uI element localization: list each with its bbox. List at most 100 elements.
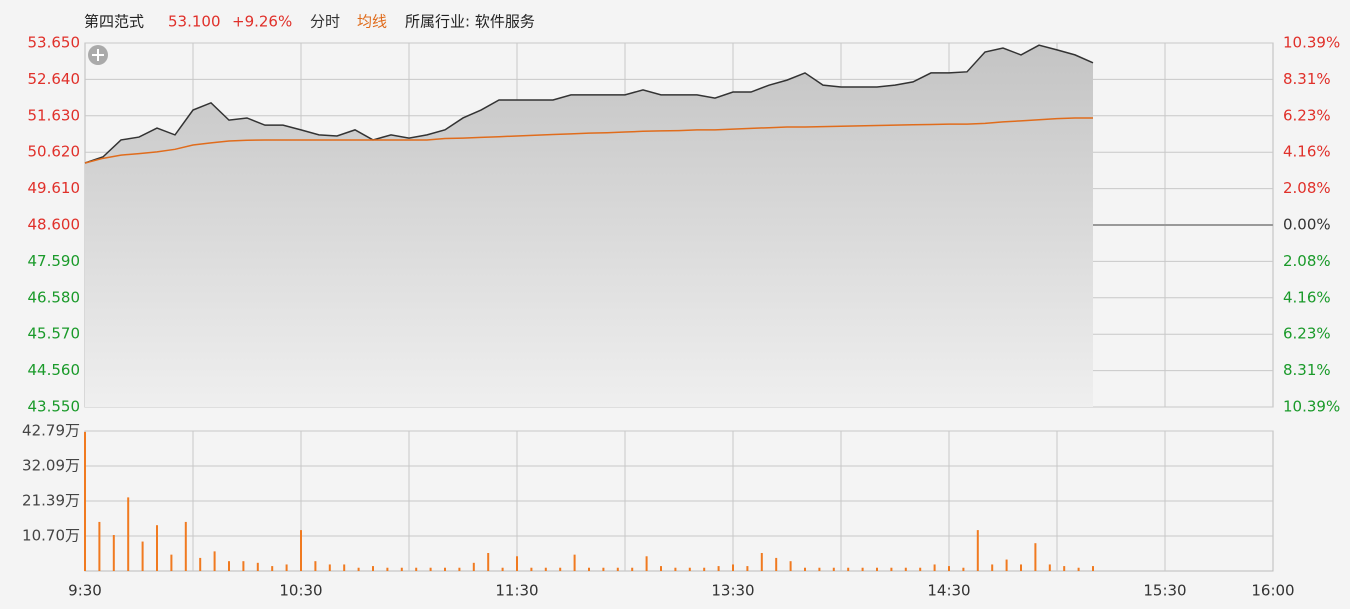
volume-bar — [804, 567, 806, 571]
y2-tick-label: 6.23% — [1283, 106, 1331, 124]
x-tick-label: 14:30 — [927, 582, 970, 600]
volume-bar — [156, 525, 158, 571]
volume-bar — [976, 530, 979, 571]
volume-bar — [962, 567, 965, 571]
volume-bar — [919, 567, 922, 571]
volume-bar — [415, 567, 418, 571]
y-tick-label: 47.590 — [28, 252, 81, 270]
x-tick-label: 10:30 — [279, 582, 322, 600]
volume-bar — [876, 567, 878, 571]
y2-tick-label: 10.39% — [1283, 34, 1340, 52]
volume-bar — [98, 521, 101, 571]
y2-tick-label: 8.31% — [1283, 361, 1331, 379]
volume-bar — [789, 561, 792, 571]
volume-bar — [559, 567, 562, 571]
volume-bar — [602, 567, 605, 571]
volume-bar — [760, 553, 763, 571]
y-tick-label: 45.570 — [28, 325, 81, 343]
volume-bar — [84, 431, 86, 571]
y-tick-label: 44.560 — [28, 361, 81, 379]
volume-bar — [170, 554, 173, 571]
volume-bar — [372, 566, 374, 571]
y-tick-label: 49.610 — [28, 179, 81, 197]
volume-bar — [530, 567, 533, 571]
volume-bar — [933, 564, 936, 571]
volume-bar — [228, 561, 230, 571]
y-tick-label: 43.550 — [28, 398, 81, 416]
volume-bar — [1048, 564, 1051, 571]
volume-bar — [444, 567, 446, 571]
volume-bar — [1005, 559, 1008, 571]
stock-name: 第四范式 — [84, 13, 144, 31]
y2-tick-label: 8.31% — [1283, 70, 1331, 88]
volume-bar — [674, 567, 677, 571]
volume-bar — [1034, 543, 1037, 571]
volume-bar — [127, 497, 130, 571]
y2-tick-label: 4.16% — [1283, 143, 1331, 161]
y2-tick-label: 2.08% — [1283, 252, 1331, 270]
volume-bar — [688, 567, 691, 571]
price-area — [85, 45, 1093, 407]
y-tick-label: 42.79万 — [22, 422, 80, 440]
y-tick-label: 53.650 — [28, 34, 81, 52]
y2-tick-label: 0.00% — [1283, 216, 1331, 234]
x-tick-label: 15:30 — [1143, 582, 1186, 600]
volume-bar — [472, 562, 475, 571]
x-tick-label: 11:30 — [495, 582, 538, 600]
volume-bar — [818, 567, 821, 571]
volume-bar — [573, 554, 576, 571]
volume-bar — [775, 557, 778, 571]
y-tick-label: 10.70万 — [22, 526, 80, 544]
volume-bar — [487, 553, 490, 571]
average-line — [84, 117, 1093, 164]
volume-bar — [616, 567, 619, 571]
volume-bar — [199, 557, 202, 571]
volume-bar — [300, 530, 302, 571]
volume-bar — [847, 567, 850, 571]
volume-bar — [516, 556, 518, 571]
y-tick-label: 32.09万 — [22, 457, 80, 475]
volume-bar — [271, 566, 274, 571]
volume-bar — [112, 535, 115, 571]
change: +9.26% — [232, 13, 292, 31]
volume-bar — [314, 561, 317, 571]
volume-bar — [631, 567, 634, 571]
volume-bar — [501, 567, 504, 571]
y2-tick-label: 10.39% — [1283, 398, 1340, 416]
y2-tick-label: 4.16% — [1283, 288, 1331, 306]
y2-tick-label: 6.23% — [1283, 325, 1331, 343]
volume-bar — [429, 567, 432, 571]
y-tick-label: 46.580 — [28, 288, 81, 306]
volume-bar — [213, 551, 216, 571]
price-line — [84, 44, 1094, 164]
volume-bar — [1063, 566, 1066, 571]
zoom-button[interactable] — [88, 45, 108, 65]
volume-bar — [285, 564, 288, 571]
y-tick-label: 48.600 — [28, 216, 81, 234]
industry: 所属行业: 软件服务 — [405, 13, 535, 31]
volume-bar — [703, 567, 706, 571]
volume-bar — [746, 566, 749, 571]
x-tick-label: 16:00 — [1251, 582, 1294, 600]
x-tick-label: 9:30 — [68, 582, 102, 600]
volume-bar — [991, 564, 994, 571]
volume-bar — [1092, 566, 1094, 571]
volume-bar — [544, 567, 547, 571]
volume-bar — [357, 567, 360, 571]
volume-bar — [832, 567, 835, 571]
y2-tick-label: 2.08% — [1283, 179, 1331, 197]
volume-bar — [343, 564, 346, 571]
volume-bar — [1020, 564, 1022, 571]
x-tick-label: 13:30 — [711, 582, 754, 600]
volume-bar — [861, 567, 864, 571]
y-tick-label: 52.640 — [28, 70, 81, 88]
volume-bar — [328, 564, 331, 571]
volume-bar — [948, 566, 950, 571]
volume-bar — [184, 521, 187, 571]
volume-bar — [1077, 567, 1080, 571]
y-tick-label: 51.630 — [28, 106, 81, 124]
volume-bar — [400, 567, 403, 571]
y-tick-label: 50.620 — [28, 143, 81, 161]
